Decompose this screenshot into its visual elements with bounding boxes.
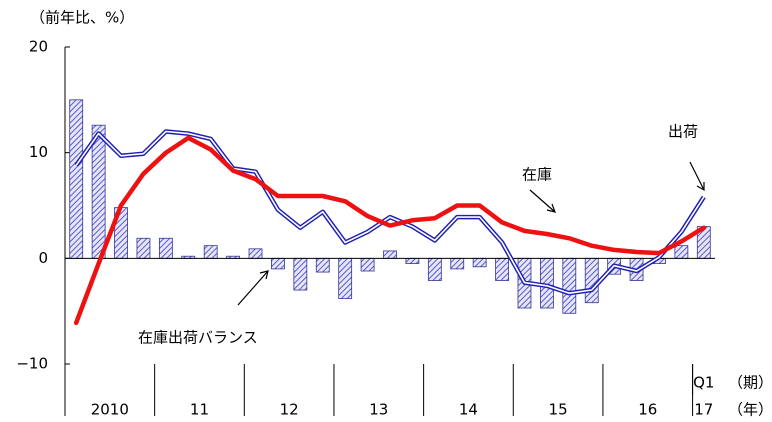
bar	[315, 257, 330, 273]
bar	[158, 237, 173, 259]
year-label: 17	[694, 401, 713, 419]
bar	[495, 257, 509, 281]
bar	[472, 257, 487, 268]
year-label: 13	[369, 401, 388, 419]
y-tick-label: 10	[29, 143, 48, 161]
series-label: 在庫出荷バランス	[138, 329, 258, 347]
bar	[203, 245, 218, 259]
year-label: 15	[549, 401, 568, 419]
arrows	[237, 161, 705, 306]
y-unit: （前年比、%）	[30, 9, 134, 27]
year-label: 12	[280, 401, 299, 419]
bar	[69, 99, 84, 259]
y-tick-label: 20	[29, 38, 48, 56]
bar	[271, 257, 285, 270]
line	[74, 129, 706, 296]
year-label: 2010	[91, 401, 129, 419]
bar	[360, 257, 375, 272]
bar	[562, 257, 577, 314]
bar	[293, 257, 308, 291]
bar	[248, 248, 263, 259]
quarter-unit: （期）	[728, 374, 772, 392]
y-tick-label: 0	[38, 249, 48, 267]
series-label: 出荷	[668, 123, 698, 141]
bar	[584, 257, 599, 304]
bar	[405, 257, 420, 265]
bar	[136, 237, 151, 259]
quarter-label: Q1	[693, 374, 714, 392]
year-label: 16	[638, 401, 657, 419]
line-inner	[75, 130, 705, 294]
bar	[383, 250, 397, 259]
series-label: 在庫	[522, 166, 552, 184]
year-label: 14	[459, 401, 478, 419]
year-unit: （年）	[728, 401, 772, 419]
y-tick-label: −10	[16, 355, 48, 373]
line	[73, 135, 707, 326]
year-label: 11	[190, 401, 209, 419]
bar	[450, 257, 465, 270]
bar	[338, 257, 353, 299]
bar	[674, 245, 689, 259]
bar	[91, 124, 106, 259]
bar	[427, 257, 442, 281]
